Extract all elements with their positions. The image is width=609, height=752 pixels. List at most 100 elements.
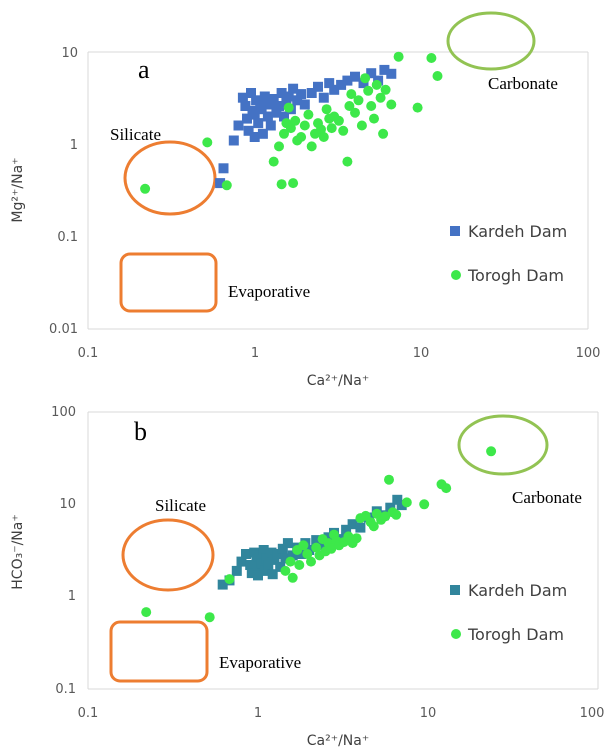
data-point-kardeh xyxy=(228,135,239,146)
data-point-torogh xyxy=(426,53,437,63)
legend: Kardeh Dam Torogh Dam xyxy=(450,222,567,285)
data-point-kardeh xyxy=(249,109,260,120)
data-point-torogh xyxy=(326,123,337,134)
carbonate-region xyxy=(446,11,536,71)
region-label-carbonate: Carbonate xyxy=(488,74,558,93)
data-point-kardeh xyxy=(350,71,360,82)
y-axis-title: Mg²⁺/Na⁺ xyxy=(10,157,26,222)
data-point-kardeh xyxy=(253,570,263,581)
legend-label-torogh: Torogh Dam xyxy=(467,625,564,644)
data-point-torogh xyxy=(363,85,374,96)
data-point-torogh xyxy=(369,113,379,124)
x-tick-label: 0.1 xyxy=(78,346,99,361)
data-point-kardeh xyxy=(392,494,403,505)
silicate-region xyxy=(123,140,217,216)
data-point-kardeh xyxy=(323,532,334,543)
data-point-kardeh xyxy=(288,83,299,94)
data-point-torogh xyxy=(221,180,232,191)
legend-label-kardeh: Kardeh Dam xyxy=(468,222,567,241)
data-point-torogh xyxy=(326,543,337,554)
data-point-kardeh xyxy=(313,81,323,92)
y-tick-label: 10 xyxy=(61,46,78,61)
data-point-kardeh xyxy=(241,549,251,559)
data-point-torogh xyxy=(368,521,379,532)
legend-label-kardeh: Kardeh Dam xyxy=(468,581,567,600)
data-point-torogh xyxy=(350,107,360,118)
data-point-kardeh xyxy=(396,500,407,511)
data-point-torogh xyxy=(338,125,349,136)
data-point-kardeh xyxy=(296,549,307,559)
y-tick-label: 0.1 xyxy=(57,230,78,245)
x-tick-label: 100 xyxy=(576,346,601,361)
evaporative-region xyxy=(119,252,218,313)
data-point-kardeh xyxy=(259,91,270,102)
data-point-kardeh xyxy=(269,554,280,565)
data-point-torogh xyxy=(344,101,355,111)
data-point-torogh xyxy=(346,89,357,100)
x-tick-label: 10 xyxy=(413,346,430,361)
data-point-torogh xyxy=(391,509,402,520)
data-point-kardeh xyxy=(246,88,256,98)
data-point-torogh xyxy=(486,446,497,457)
data-point-kardeh xyxy=(358,78,369,89)
data-point-kardeh xyxy=(279,111,289,122)
data-point-kardeh xyxy=(240,101,251,111)
data-point-torogh xyxy=(356,120,367,131)
legend-marker-torogh xyxy=(451,270,461,280)
data-point-torogh xyxy=(280,565,291,576)
data-points xyxy=(141,446,497,623)
x-tick-label: 0.1 xyxy=(78,706,99,721)
data-point-torogh xyxy=(288,178,299,189)
data-point-torogh xyxy=(268,156,279,167)
region-label-evaporative: Evaporative xyxy=(219,653,301,672)
silicate-region xyxy=(121,518,215,592)
region-label-silicate: Silicate xyxy=(155,496,206,515)
data-point-torogh xyxy=(204,612,215,623)
data-point-torogh xyxy=(287,572,298,583)
data-point-torogh xyxy=(306,141,317,152)
data-point-torogh xyxy=(393,51,404,62)
data-point-torogh xyxy=(290,115,301,126)
legend-marker-torogh xyxy=(451,629,461,639)
data-point-torogh xyxy=(140,183,151,194)
data-point-torogh xyxy=(321,104,332,115)
data-point-torogh xyxy=(378,128,389,139)
data-point-torogh xyxy=(380,84,391,95)
x-tick-label: 1 xyxy=(251,346,259,361)
y-tick-label: 0.01 xyxy=(49,322,78,337)
data-point-kardeh xyxy=(342,75,353,86)
data-point-kardeh xyxy=(237,92,248,103)
data-point-kardeh xyxy=(261,553,272,564)
data-point-kardeh xyxy=(236,556,247,567)
data-point-kardeh xyxy=(341,524,352,535)
data-point-torogh xyxy=(299,120,310,131)
panel-b: 100 10 1 0.1 0.1 1 10 100 Ca²⁺/Na⁺ HCO₃⁻… xyxy=(10,405,604,749)
data-point-torogh xyxy=(202,137,213,148)
data-point-kardeh xyxy=(260,565,270,576)
data-point-kardeh xyxy=(265,120,276,131)
data-point-kardeh xyxy=(245,560,256,570)
data-point-torogh xyxy=(333,115,344,126)
data-point-torogh xyxy=(432,71,443,81)
data-point-torogh xyxy=(441,483,452,494)
data-point-kardeh xyxy=(299,99,310,110)
data-point-kardeh xyxy=(249,132,260,142)
y-tick-label: 1 xyxy=(70,138,78,153)
data-point-kardeh xyxy=(264,99,275,110)
data-point-kardeh xyxy=(249,547,260,558)
data-point-torogh xyxy=(141,607,152,618)
y-tick-label: 10 xyxy=(59,497,76,512)
data-point-kardeh xyxy=(218,163,229,174)
data-point-kardeh xyxy=(272,549,283,559)
data-point-kardeh xyxy=(282,538,293,549)
data-point-kardeh xyxy=(379,64,390,75)
data-point-torogh xyxy=(353,95,364,106)
data-point-torogh xyxy=(306,556,316,567)
legend-marker-kardeh xyxy=(450,226,460,236)
data-point-torogh xyxy=(371,79,382,90)
data-point-torogh xyxy=(294,560,305,570)
panel-a: 10 1 0.1 0.01 0.1 1 10 100 Ca²⁺/Na⁺ Mg²⁺… xyxy=(10,11,601,389)
region-label-carbonate: Carbonate xyxy=(512,488,582,507)
data-point-torogh xyxy=(360,73,371,84)
